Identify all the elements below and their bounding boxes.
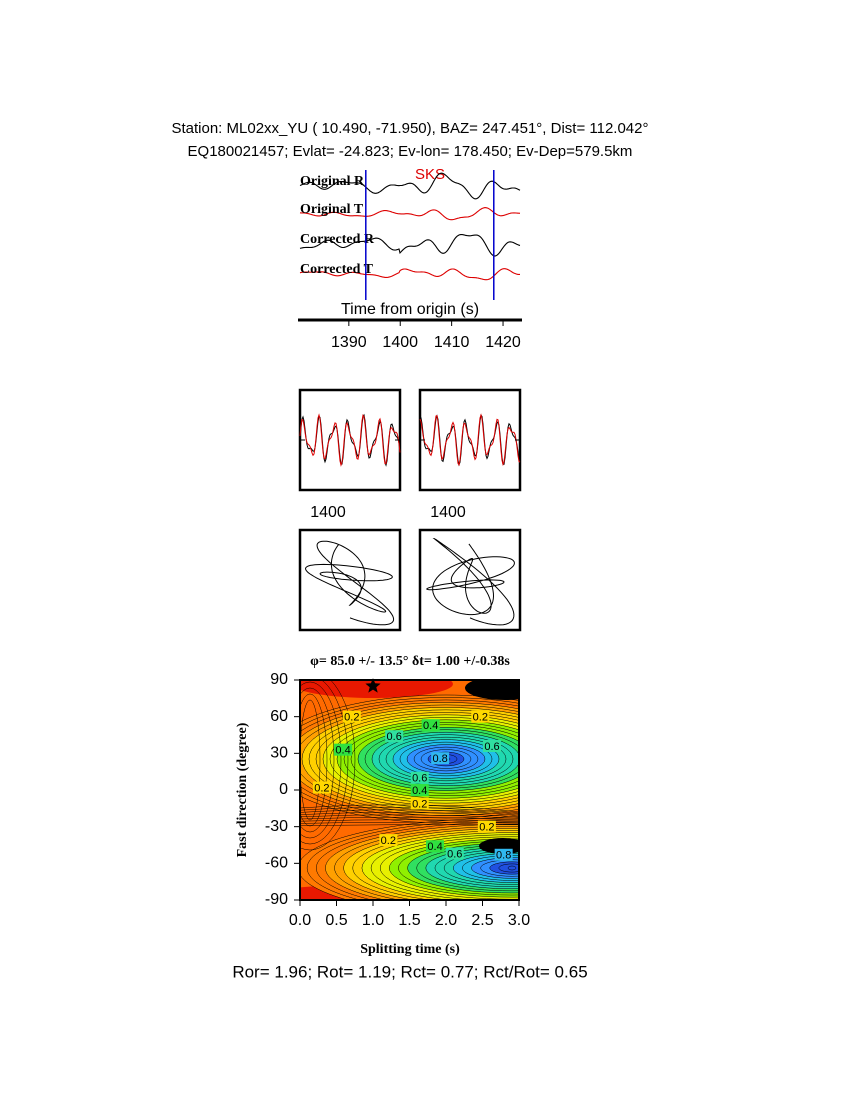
contour-label-box	[342, 710, 361, 723]
contour	[300, 680, 356, 851]
y-tick-label: 60	[270, 708, 288, 725]
contour-field	[300, 680, 519, 900]
time-tick-label: 1390	[331, 334, 367, 351]
x-tick-label: 0.5	[325, 912, 347, 929]
time-tick-label: 1420	[485, 334, 521, 351]
panel-trace	[419, 413, 521, 467]
time-axis-label: Time from origin (s)	[341, 301, 479, 318]
panel-frame	[298, 388, 402, 492]
contour-label-box	[379, 834, 398, 847]
contour	[300, 804, 519, 813]
station-line: Station: ML02xx_YU ( 10.490, -71.950), B…	[171, 120, 648, 137]
y-tick-label: 30	[270, 745, 288, 762]
contour	[300, 812, 519, 818]
contour-label-box	[410, 797, 429, 810]
contour-label-box	[385, 730, 404, 743]
y-tick-label: 90	[270, 671, 288, 688]
contour-label: 0.4	[412, 785, 427, 797]
x-tick-label: 2.5	[471, 912, 493, 929]
time-tick-label: 1400	[382, 334, 418, 351]
x-tick-label: 1.0	[362, 912, 384, 929]
contour-label-box	[426, 840, 445, 853]
panel-frame	[418, 528, 522, 632]
panel-frame	[298, 528, 402, 632]
y-tick-label: -30	[265, 818, 288, 835]
splitting-title: φ= 85.0 +/- 13.5° δt= 1.00 +/-0.38s	[310, 654, 510, 669]
contour-label: 0.4	[335, 745, 350, 757]
time-tick-label: 1410	[434, 334, 470, 351]
contour-label: 0.2	[473, 712, 488, 724]
contour-label: 0.4	[423, 720, 438, 732]
y-tick-label: -90	[265, 891, 288, 908]
field-high	[465, 680, 519, 700]
contour-label: 0.6	[387, 731, 402, 743]
contour-label-box	[471, 710, 490, 723]
y-axis-label: Fast direction (degree)	[235, 722, 250, 857]
contour-label-box	[445, 847, 464, 860]
contour	[300, 807, 519, 814]
x-tick-label: 3.0	[508, 912, 530, 929]
x-tick-label: 2.0	[435, 912, 457, 929]
contour-label: 0.2	[412, 798, 427, 810]
contour	[300, 816, 519, 821]
contour-label-box	[494, 848, 513, 861]
y-tick-label: 0	[279, 781, 288, 798]
panel-frame	[418, 388, 522, 492]
footer-ratios: Ror= 1.96; Rot= 1.19; Rct= 0.77; Rct/Rot…	[232, 962, 587, 981]
contour	[300, 687, 335, 833]
contour-label: 0.2	[381, 835, 396, 847]
x-tick-label: 0.0	[289, 912, 311, 929]
contour-label: 0.8	[496, 850, 511, 862]
waveform-trace	[299, 172, 521, 200]
panel-tick-label: 1400	[430, 504, 466, 521]
contour	[300, 699, 321, 821]
contour-label-box	[410, 784, 429, 796]
contour	[507, 865, 517, 871]
contour-label: 0.6	[412, 773, 427, 785]
contour-label: 0.2	[344, 712, 359, 724]
contour-label-box	[334, 743, 353, 756]
y-tick-label: -60	[265, 855, 288, 872]
contour-label-box	[410, 771, 429, 784]
contour-label-box	[312, 781, 331, 794]
panel-trace	[299, 413, 401, 467]
contour-label-box	[421, 719, 440, 732]
panel-tick-label: 1400	[310, 504, 346, 521]
panel-trace	[299, 413, 401, 467]
phase-label: SKS	[415, 166, 445, 183]
waveform-trace	[299, 268, 520, 281]
best-fit-star	[365, 678, 381, 693]
event-line: EQ180021457; Evlat= -24.823; Ev-lon= 178…	[188, 143, 633, 160]
contour	[300, 681, 342, 839]
contour-label: 0.8	[433, 753, 448, 765]
contour-label: 0.6	[447, 848, 462, 860]
contour	[300, 814, 519, 819]
contour-label: 0.6	[484, 741, 499, 753]
contour-label-box	[482, 740, 501, 752]
trace-label: Original R	[300, 174, 365, 189]
particle-motion	[426, 538, 515, 626]
x-tick-label: 1.5	[398, 912, 420, 929]
contour-label: 0.4	[427, 841, 442, 853]
x-axis-label: Splitting time (s)	[360, 942, 460, 957]
contour-label-box	[431, 752, 450, 765]
waveform-trace	[299, 207, 521, 221]
contour-label-box	[477, 820, 496, 833]
contour	[300, 680, 349, 845]
contour-label: 0.2	[314, 782, 329, 794]
contour-label: 0.2	[479, 822, 494, 834]
trace-label: Corrected T	[300, 262, 374, 277]
particle-motion	[304, 540, 395, 626]
trace-label: Original T	[300, 202, 364, 217]
trace-label: Corrected R	[300, 232, 375, 247]
contour	[300, 693, 328, 827]
waveform-trace	[299, 234, 521, 257]
